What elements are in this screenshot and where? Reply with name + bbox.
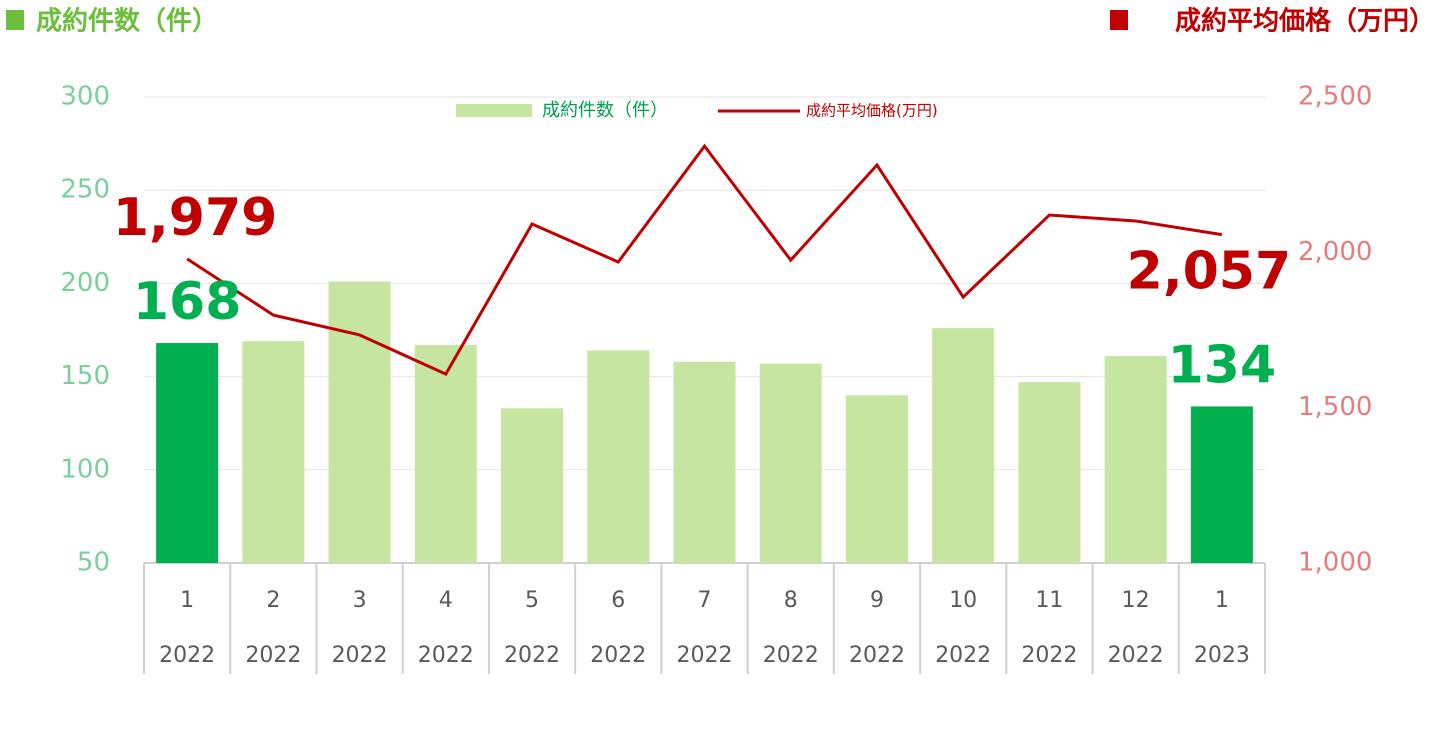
legend-label: 成約平均価格(万円)	[806, 102, 938, 120]
x-tick-label: 1	[180, 588, 194, 613]
bar	[587, 350, 650, 563]
x-tick-year-label: 2022	[849, 643, 905, 668]
y-tick-label: 300	[60, 82, 110, 112]
x-tick-label: 6	[611, 588, 625, 613]
x-tick-label: 5	[525, 588, 539, 613]
x-tick-year-label: 2022	[504, 643, 560, 668]
y-tick-label: 150	[60, 361, 110, 391]
y2-tick-label: 2,500	[1298, 82, 1372, 112]
x-tick-year-label: 2022	[332, 643, 388, 668]
y-tick-label: 200	[60, 268, 110, 298]
y2-tick-label: 1,500	[1298, 392, 1372, 422]
x-tick-label: 9	[870, 588, 884, 613]
x-tick-label: 3	[353, 588, 367, 613]
x-tick-year-label: 2022	[935, 643, 991, 668]
bar	[673, 361, 736, 563]
x-tick-year-label: 2022	[1021, 643, 1077, 668]
bar	[328, 281, 391, 563]
bar	[242, 341, 305, 563]
y-axis-title: 成約件数（件）	[36, 6, 218, 37]
bar	[414, 344, 477, 563]
legend-label: 成約件数（件）	[542, 100, 668, 121]
line-value-label: 2,057	[1127, 242, 1291, 302]
bar	[156, 343, 219, 563]
x-tick-year-label: 2022	[245, 643, 301, 668]
x-tick-label: 8	[784, 588, 798, 613]
y2-axis-title: 成約平均価格（万円）	[1175, 6, 1435, 37]
line	[186, 143, 1223, 377]
x-tick-label: 10	[949, 588, 977, 613]
x-tick-year-label: 2022	[763, 643, 819, 668]
y-tick-label: 100	[60, 454, 110, 484]
y2-tick-label: 2,000	[1298, 237, 1372, 267]
x-tick-year-label: 2023	[1194, 643, 1250, 668]
line-value-label: 1,979	[113, 188, 277, 248]
title-marker	[6, 10, 24, 30]
y2-tick-label: 1,000	[1298, 548, 1372, 578]
x-tick-year-label: 2022	[590, 643, 646, 668]
x-tick-label: 12	[1122, 588, 1150, 613]
bar	[1104, 356, 1167, 563]
x-tick-year-label: 2022	[159, 643, 215, 668]
bar	[845, 395, 908, 563]
legend-swatch	[456, 104, 532, 117]
x-tick-label: 2	[266, 588, 280, 613]
bar-value-label: 134	[1168, 335, 1277, 395]
title-marker	[1110, 10, 1128, 30]
bar	[932, 328, 995, 563]
x-tick-label: 4	[439, 588, 453, 613]
x-tick-label: 1	[1215, 588, 1229, 613]
bar-value-label: 168	[133, 272, 242, 332]
x-tick-label: 7	[698, 588, 712, 613]
x-tick-year-label: 2022	[418, 643, 474, 668]
bar	[501, 408, 564, 563]
x-tick-year-label: 2022	[677, 643, 733, 668]
x-tick-label: 11	[1035, 588, 1063, 613]
x-tick-year-label: 2022	[1108, 643, 1164, 668]
bar	[1190, 406, 1253, 563]
bar	[1018, 382, 1081, 563]
y-tick-label: 250	[60, 175, 110, 205]
y-tick-label: 50	[77, 548, 110, 578]
bar	[759, 363, 822, 563]
